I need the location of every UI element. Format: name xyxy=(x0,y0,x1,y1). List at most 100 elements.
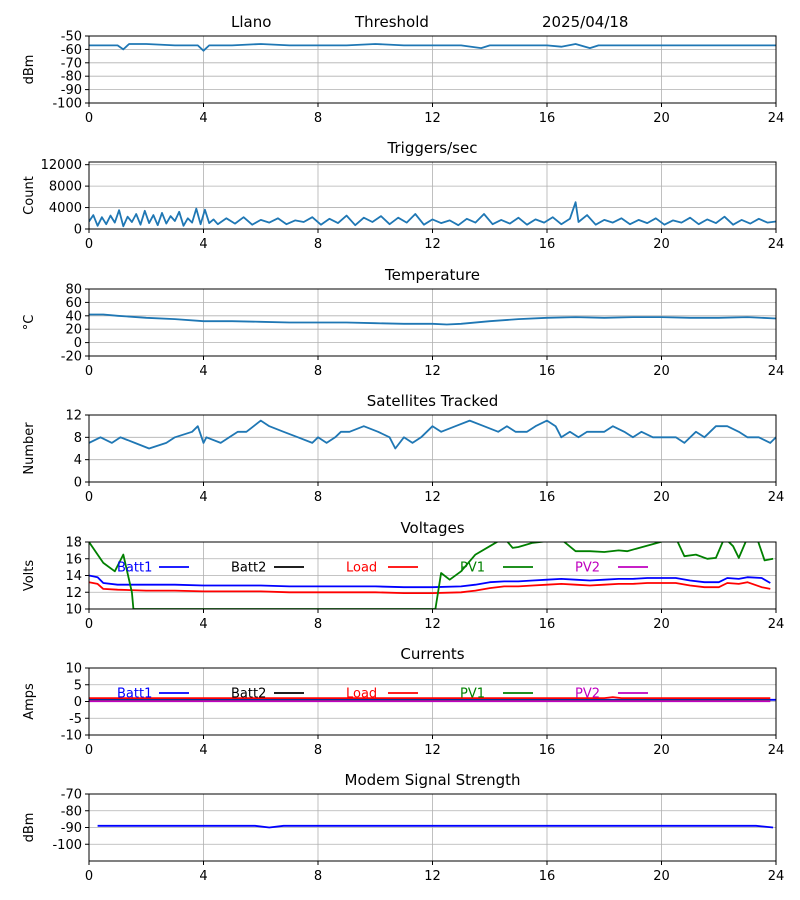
header-mode: Threshold xyxy=(354,13,429,31)
y-tick-label-6-0: -70 xyxy=(61,788,82,803)
y-tick-label-6-3: -100 xyxy=(52,838,82,853)
y-tick-label-3-2: 4 xyxy=(74,453,82,468)
x-tick-label-1-6: 24 xyxy=(768,237,785,252)
series-line-6-0 xyxy=(97,824,774,829)
legend-label-4-4: PV2 xyxy=(575,561,600,576)
x-tick-label-1-4: 16 xyxy=(539,237,556,252)
x-tick-label-5-1: 4 xyxy=(199,743,207,758)
series-line-0-0 xyxy=(89,43,776,52)
y-tick-label-3-0: 12 xyxy=(65,409,82,424)
y-tick-label-6-2: -90 xyxy=(61,821,82,836)
legend-label-4-0: Batt1 xyxy=(117,561,152,576)
x-tick-label-2-4: 16 xyxy=(539,364,556,379)
chart-panel-0: 0 4 8 12 16 20 24 -50-60-70-80-90-100 dBm xyxy=(22,30,784,127)
x-tick-label-5-6: 24 xyxy=(768,743,785,758)
y-tick-label-2-1: 60 xyxy=(65,296,82,311)
y-tick-label-4-0: 18 xyxy=(65,536,82,551)
x-tick-label-6-6: 24 xyxy=(768,869,785,884)
y-tick-label-4-2: 14 xyxy=(65,569,82,584)
y-tick-label-3-3: 0 xyxy=(74,476,82,491)
figure-header: Llano Threshold 2025/04/18 xyxy=(231,13,628,31)
y-tick-label-1-0: 0 xyxy=(74,223,82,238)
y-tick-label-0-1: -60 xyxy=(61,43,82,58)
y-tick-label-2-2: 40 xyxy=(65,309,82,324)
x-tick-label-4-5: 20 xyxy=(653,617,670,632)
y-tick-label-5-2: 0 xyxy=(74,695,82,710)
chart-title-2: Temperature xyxy=(384,266,480,284)
y-tick-label-0-5: -100 xyxy=(52,97,82,112)
x-tick-label-3-3: 12 xyxy=(424,490,441,505)
y-axis-label-5: Amps xyxy=(22,683,37,720)
x-tick-label-5-3: 12 xyxy=(424,743,441,758)
x-tick-label-1-5: 20 xyxy=(653,237,670,252)
y-tick-label-0-4: -90 xyxy=(61,83,82,98)
legend-label-5-3: PV1 xyxy=(460,687,485,702)
x-tick-label-5-5: 20 xyxy=(653,743,670,758)
x-tick-label-4-0: 0 xyxy=(85,617,93,632)
y-tick-label-2-0: 80 xyxy=(65,283,82,298)
x-tick-label-2-1: 4 xyxy=(199,364,207,379)
chart-panel-5: 0 4 8 12 16 20 24 105 0 -5 -10 Currents Amps Batt1 Bat… xyxy=(22,645,784,758)
series-line-3-0 xyxy=(89,419,776,450)
x-tick-label-6-4: 16 xyxy=(539,869,556,884)
x-tick-label-0-6: 24 xyxy=(768,111,785,126)
chart-panel-3: 0 4 8 12 16 20 24 12 8 4 0 Satellites Tracked Number xyxy=(22,392,784,505)
y-axis-label-1: Count xyxy=(22,176,37,215)
y-tick-label-4-4: 10 xyxy=(65,603,82,618)
x-tick-label-2-2: 8 xyxy=(314,364,322,379)
y-tick-label-1-1: 4000 xyxy=(49,201,82,216)
x-tick-label-0-4: 16 xyxy=(539,111,556,126)
y-tick-label-4-1: 16 xyxy=(65,552,82,567)
y-axis-label-2: °C xyxy=(22,315,37,331)
legend-label-4-3: PV1 xyxy=(460,561,485,576)
x-tick-label-4-6: 24 xyxy=(768,617,785,632)
y-tick-label-2-4: 0 xyxy=(74,336,82,351)
y-tick-label-0-0: -50 xyxy=(61,30,82,45)
header-date: 2025/04/18 xyxy=(542,13,628,31)
chart-title-6: Modem Signal Strength xyxy=(345,771,521,789)
series-line-4-2 xyxy=(89,581,771,594)
x-tick-label-3-1: 4 xyxy=(199,490,207,505)
y-tick-label-0-2: -70 xyxy=(61,56,82,71)
y-tick-label-3-1: 8 xyxy=(74,431,82,446)
y-tick-label-2-3: 20 xyxy=(65,323,82,338)
x-tick-label-0-5: 20 xyxy=(653,111,670,126)
x-tick-label-6-1: 4 xyxy=(199,869,207,884)
chart-panel-6: 0 4 8 12 16 20 24 -70-80 -90 -100 Modem Signal Str… xyxy=(22,771,784,884)
chart-title-4: Voltages xyxy=(400,519,464,537)
legend-label-5-1: Batt2 xyxy=(231,687,266,702)
x-tick-label-2-6: 24 xyxy=(768,364,785,379)
y-tick-label-4-3: 12 xyxy=(65,586,82,601)
x-tick-label-0-2: 8 xyxy=(314,111,322,126)
x-tick-label-3-5: 20 xyxy=(653,490,670,505)
x-tick-label-6-5: 20 xyxy=(653,869,670,884)
y-axis-label-3: Number xyxy=(22,422,37,475)
x-tick-label-4-2: 8 xyxy=(314,617,322,632)
y-axis-label-0: dBm xyxy=(22,55,37,85)
chart-title-1: Triggers/sec xyxy=(387,139,478,157)
x-tick-label-2-3: 12 xyxy=(424,364,441,379)
y-tick-label-1-2: 8000 xyxy=(49,180,82,195)
x-tick-label-1-2: 8 xyxy=(314,237,322,252)
chart-title-3: Satellites Tracked xyxy=(367,392,498,410)
legend-label-5-2: Load xyxy=(346,687,377,702)
x-tick-label-6-2: 8 xyxy=(314,869,322,884)
legend-label-4-2: Load xyxy=(346,561,377,576)
chart-title-5: Currents xyxy=(400,645,464,663)
x-tick-label-3-6: 24 xyxy=(768,490,785,505)
legend-label-4-1: Batt2 xyxy=(231,561,266,576)
legend-label-5-4: PV2 xyxy=(575,687,600,702)
x-tick-label-3-0: 0 xyxy=(85,490,93,505)
y-tick-label-5-0: 10 xyxy=(65,662,82,677)
series-line-5-2 xyxy=(89,696,771,699)
header-site: Llano xyxy=(231,13,271,31)
y-tick-label-1-3: 12000 xyxy=(41,158,82,173)
y-axis-label-6: dBm xyxy=(22,813,37,843)
x-tick-label-6-0: 0 xyxy=(85,869,93,884)
x-tick-label-2-0: 0 xyxy=(85,364,93,379)
x-tick-label-4-3: 12 xyxy=(424,617,441,632)
